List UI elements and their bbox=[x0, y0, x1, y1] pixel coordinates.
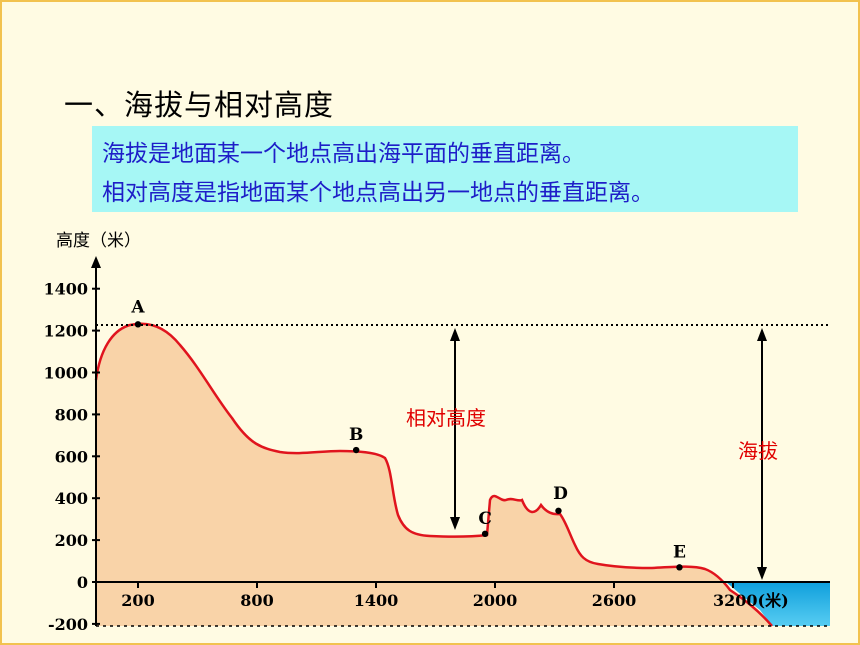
y-tick-label: 1000 bbox=[43, 364, 88, 383]
y-tick-label: 200 bbox=[55, 531, 88, 550]
point-e bbox=[676, 564, 683, 571]
y-axis-label: 高度（米） bbox=[56, 231, 141, 251]
point-label-e: E bbox=[673, 542, 686, 562]
profile-points: A B C D E bbox=[130, 297, 686, 571]
slide-title: 一、海拔与相对高度 bbox=[64, 88, 335, 122]
point-a bbox=[134, 321, 142, 328]
x-tick-label: 1400 bbox=[354, 591, 399, 610]
y-tick-label: 0 bbox=[77, 573, 88, 592]
x-tick-label: 2600 bbox=[592, 591, 637, 610]
relative-height-label: 相对高度 bbox=[406, 406, 486, 430]
point-label-b: B bbox=[349, 425, 363, 445]
terrain-fill bbox=[96, 323, 772, 626]
point-label-d: D bbox=[553, 484, 568, 504]
y-tick-label: 600 bbox=[55, 447, 88, 466]
y-tick-label: -200 bbox=[48, 615, 88, 634]
altitude-arrow bbox=[757, 328, 767, 580]
x-tick-label: 800 bbox=[240, 591, 273, 610]
x-tick-label: 200 bbox=[121, 591, 154, 610]
x-tick-label: 3200(米) bbox=[713, 591, 789, 610]
point-c bbox=[481, 530, 489, 538]
terrain-line bbox=[94, 322, 773, 627]
relative-height-arrow bbox=[450, 328, 460, 530]
y-tick-label: 1200 bbox=[43, 322, 88, 341]
point-d bbox=[555, 507, 562, 514]
x-tick-label: 2000 bbox=[473, 591, 518, 610]
y-tick-label: 800 bbox=[55, 405, 88, 424]
altitude-label: 海拔 bbox=[738, 439, 778, 463]
x-tick-marks: 200 800 1400 2000 2600 3200(米) bbox=[121, 582, 789, 610]
point-b bbox=[352, 446, 360, 454]
y-tick-label: 1400 bbox=[43, 280, 88, 299]
definition-relative-height: 相对高度是指地面某个地点高出另一地点的垂直距离。 bbox=[102, 180, 654, 206]
point-label-c: C bbox=[478, 509, 492, 529]
sea-area bbox=[726, 582, 830, 626]
y-tick-label: 400 bbox=[55, 489, 88, 508]
point-label-a: A bbox=[130, 297, 145, 317]
definition-box: 海拔是地面某一个地点高出海平面的垂直距离。 相对高度是指地面某个地点高出另一地点… bbox=[92, 126, 798, 212]
y-tick-marks: 1400 1200 1000 800 600 400 200 0 -200 bbox=[43, 280, 100, 634]
y-axis-arrow bbox=[91, 256, 101, 268]
definition-altitude: 海拔是地面某一个地点高出海平面的垂直距离。 bbox=[102, 141, 585, 167]
